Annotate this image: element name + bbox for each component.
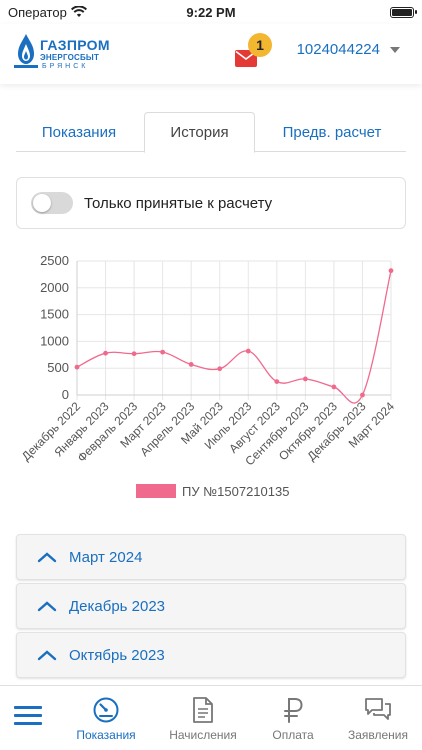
history-item-label: Декабрь 2023 [69,597,166,615]
battery-icon [390,6,417,18]
tab-label: Предв. расчет [282,123,382,141]
bottom-nav: Показания Начисления Оплата Заявления [0,685,422,750]
history-item-label: Март 2024 [69,548,143,566]
toggle-knob [33,194,51,212]
account-number: 1024044224 [296,41,380,58]
nav-label: Заявления [347,728,409,742]
document-icon [189,696,217,724]
history-item-oct-2023[interactable]: Октябрь 2023 [16,632,406,678]
tab-bar: Показания История Предв. расчет [16,112,406,153]
data-point [103,350,108,356]
notifications-button[interactable]: 1 [233,33,273,68]
logo-main-text: ГАЗПРОМ [40,37,110,53]
legend-label: ПУ №1507210135 [182,484,289,499]
tab-history[interactable]: История [144,112,255,153]
tab-label: История [170,124,229,141]
data-point [360,392,365,398]
ruble-icon [279,696,307,724]
account-selector[interactable]: 1024044224 [297,41,400,58]
history-item-dec-2023[interactable]: Декабрь 2023 [16,583,406,629]
carrier-name: Оператор [8,4,67,20]
tab-estimate[interactable]: Предв. расчет [258,112,406,152]
filter-card: Только принятые к расчету [16,177,406,229]
tab-label: Показания [41,123,117,141]
notification-badge: 1 [248,33,272,57]
data-point [245,348,251,354]
accepted-only-toggle[interactable] [31,192,73,214]
app-header: ГАЗПРОМ ЭНЕРГОСБЫТ БРЯНСК 1 1024044224 [0,24,422,84]
chevron-up-icon [37,601,57,612]
y-tick-label: 2000 [40,280,69,295]
data-point [131,351,137,357]
chat-icon [364,696,392,724]
data-point [388,268,394,274]
logo-sub-text: ЭНЕРГОСБЫТ [40,53,100,62]
toggle-label: Только принятые к расчету [84,194,273,212]
chevron-down-icon [390,46,400,53]
data-point [302,376,308,382]
menu-icon[interactable] [14,706,42,728]
nav-requests[interactable]: Заявления [342,686,414,750]
logo[interactable]: ГАЗПРОМ ЭНЕРГОСБЫТ БРЯНСК [14,30,114,74]
data-point [160,349,166,355]
data-point [274,379,280,384]
gauge-icon [92,696,120,724]
y-tick-label: 1500 [40,307,69,322]
history-item-label: Октябрь 2023 [69,646,165,664]
data-point [217,366,223,372]
nav-label: Оплата [272,728,314,742]
chevron-up-icon [37,552,57,563]
logo-city-text: БРЯНСК [42,63,89,70]
y-tick-label: 500 [47,360,69,375]
nav-payment[interactable]: Оплата [258,686,328,750]
data-point [188,362,194,367]
nav-readings[interactable]: Показания [70,686,142,750]
chevron-up-icon [37,650,57,661]
battery-fill [392,8,412,16]
y-tick-label: 0 [62,387,69,402]
tab-readings[interactable]: Показания [16,112,142,152]
y-tick-label: 1000 [40,333,69,348]
status-bar: Оператор 9:22 PM [0,0,422,24]
data-point [74,364,80,370]
legend-swatch [136,484,176,498]
nav-label: Начисления [169,728,237,742]
history-item-mar-2024[interactable]: Март 2024 [16,534,406,580]
nav-charges[interactable]: Начисления [163,686,243,750]
series-line [76,270,392,404]
flame-logo-icon [14,34,38,68]
status-left: Оператор [8,5,87,20]
data-point [331,384,337,390]
wifi-icon [70,6,87,17]
nav-label: Показания [76,728,136,742]
y-tick-label: 2500 [40,253,69,268]
